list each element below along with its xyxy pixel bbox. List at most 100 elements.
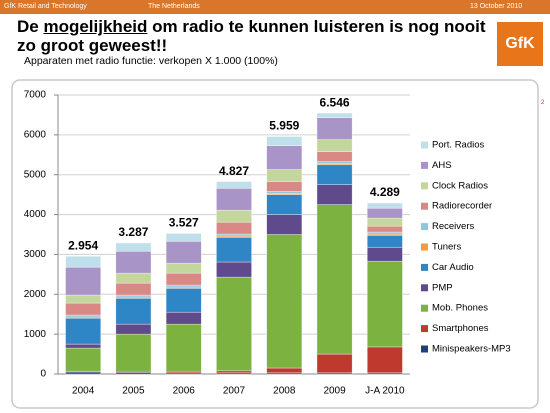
x-tick-label: 2009 xyxy=(323,386,346,397)
bar-segment xyxy=(316,112,353,119)
bar-segment xyxy=(115,323,152,335)
bar-segment xyxy=(216,261,252,278)
subtitle: Apparaten met radio functie: verkopen X … xyxy=(24,55,278,67)
bar-segment xyxy=(165,233,202,242)
bar-segment xyxy=(65,266,102,296)
legend-swatch xyxy=(421,243,428,251)
bar-segment xyxy=(216,187,252,211)
bar-segment xyxy=(216,209,252,223)
bar-segment xyxy=(316,117,353,140)
bar-segment xyxy=(366,202,403,209)
total-label: 5.959 xyxy=(269,119,299,133)
bar-segment xyxy=(115,272,152,284)
y-tick-label: 3000 xyxy=(24,249,47,260)
bar-segment xyxy=(266,234,303,369)
legend-label: AHS xyxy=(432,160,452,171)
total-label: 4.289 xyxy=(370,185,400,199)
legend-swatch xyxy=(421,263,428,271)
legend-label: Radiorecorder xyxy=(432,201,492,212)
bar-segment xyxy=(366,346,403,374)
page-number: 2 xyxy=(541,100,545,106)
bar-segment xyxy=(316,139,353,152)
logo: GfK xyxy=(497,22,543,66)
total-label: 3.287 xyxy=(118,225,148,239)
bar-segment xyxy=(115,297,152,325)
bar-segment xyxy=(266,214,303,235)
bar-segment xyxy=(165,323,202,372)
title-part: mogelijkheid xyxy=(43,17,148,36)
x-tick-label: 2005 xyxy=(122,386,145,397)
bar-segment xyxy=(165,288,202,313)
bar-segment xyxy=(266,169,303,182)
y-tick-label: 1000 xyxy=(24,329,47,340)
title-part: De xyxy=(17,17,44,36)
legend-swatch xyxy=(421,223,428,231)
bar-segment xyxy=(216,181,252,189)
legend-swatch xyxy=(421,284,428,292)
y-tick-label: 4000 xyxy=(24,209,47,220)
x-tick-label: 2004 xyxy=(72,386,95,397)
y-tick-label: 5000 xyxy=(24,169,47,180)
bar-segment xyxy=(316,353,353,374)
y-tick-label: 6000 xyxy=(24,129,47,140)
legend-label: Clock Radios xyxy=(432,180,488,191)
bar-segment xyxy=(366,234,403,248)
x-tick-label: 2008 xyxy=(273,386,296,397)
bar-segment xyxy=(165,240,202,264)
total-label: 4.827 xyxy=(219,164,249,178)
total-label: 6.546 xyxy=(320,95,350,109)
legend-label: Receivers xyxy=(432,221,474,232)
y-tick-label: 2000 xyxy=(24,289,47,300)
bar-segment xyxy=(266,194,303,215)
legend-label: Smartphones xyxy=(432,323,489,334)
header-middle: The Netherlands xyxy=(148,3,200,10)
bar-segment xyxy=(65,343,102,349)
bar-segment xyxy=(266,145,303,170)
total-label: 2.954 xyxy=(68,238,98,252)
bar-segment xyxy=(115,242,152,252)
bar-segment xyxy=(316,151,353,162)
bar-segment xyxy=(216,236,252,263)
x-tick-label: 2006 xyxy=(173,386,196,397)
bar-segment xyxy=(115,333,152,372)
legend-swatch xyxy=(421,141,428,149)
bar-segment xyxy=(115,250,152,274)
header-right: 13 October 2010 xyxy=(470,3,523,10)
bar-segment xyxy=(266,367,303,374)
total-label: 3.527 xyxy=(169,216,199,230)
legend-swatch xyxy=(421,345,428,353)
legend-swatch xyxy=(421,325,428,333)
header-bar: GfK Retail and Technology The Netherland… xyxy=(0,0,550,14)
bar-segment xyxy=(366,225,403,233)
bar-segment xyxy=(316,184,353,205)
bar-segment xyxy=(316,204,353,355)
legend-swatch xyxy=(421,182,428,190)
legend-label: PMP xyxy=(432,282,453,293)
legend-label: Port. Radios xyxy=(432,140,485,151)
bar-segment xyxy=(216,276,252,372)
legend-label: Car Audio xyxy=(432,262,474,273)
bar-segment xyxy=(366,246,403,262)
bar-segment xyxy=(65,294,102,304)
bar-segment xyxy=(65,347,102,372)
bar-segment xyxy=(216,221,252,235)
bar-segment xyxy=(266,181,303,192)
title: De mogelijkheid om radio te kunnen luist… xyxy=(17,17,487,55)
bar-segment xyxy=(366,217,403,227)
legend-swatch xyxy=(421,202,428,210)
legend-swatch xyxy=(421,304,428,312)
legend-swatch xyxy=(421,161,428,169)
y-tick-label: 0 xyxy=(40,369,46,380)
x-tick-label: 2007 xyxy=(223,386,246,397)
x-tick-label: J-A 2010 xyxy=(365,386,405,397)
bar-segment xyxy=(266,136,303,146)
bar-segment xyxy=(165,262,202,274)
bar-segment xyxy=(316,164,353,185)
legend-label: Mob. Phones xyxy=(432,303,488,314)
bar-segment xyxy=(65,255,102,268)
legend-label: Tuners xyxy=(432,242,461,253)
bar-segment xyxy=(165,311,202,325)
bar-segment xyxy=(366,260,403,348)
